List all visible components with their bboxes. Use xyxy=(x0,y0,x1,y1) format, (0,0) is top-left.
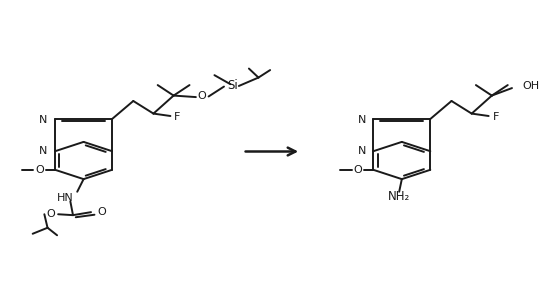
Text: F: F xyxy=(493,112,499,122)
Text: O: O xyxy=(35,165,44,175)
Text: Si: Si xyxy=(227,79,238,92)
Text: O: O xyxy=(198,92,207,102)
Text: N: N xyxy=(39,146,48,156)
Text: O: O xyxy=(46,209,55,219)
Text: OH: OH xyxy=(522,81,540,91)
Text: N: N xyxy=(39,115,48,125)
Text: HN: HN xyxy=(56,193,73,203)
Text: N: N xyxy=(357,115,366,125)
Text: F: F xyxy=(174,112,180,122)
Text: NH₂: NH₂ xyxy=(388,190,411,203)
Text: O: O xyxy=(353,165,362,175)
Text: O: O xyxy=(97,207,106,217)
Text: N: N xyxy=(357,146,366,156)
